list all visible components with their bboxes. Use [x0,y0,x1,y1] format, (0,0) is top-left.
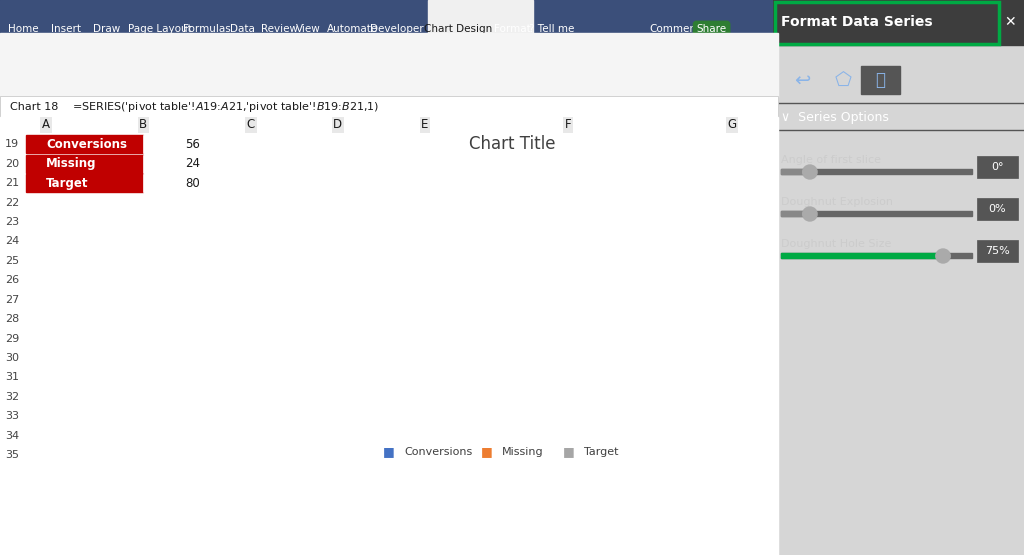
Text: ⬠: ⬠ [835,70,852,89]
Text: View: View [296,24,321,34]
Bar [781,253,972,258]
Text: Page Layout: Page Layout [128,24,193,34]
Bar [0,0,778,97]
Text: Target: Target [46,176,89,190]
Text: Missing: Missing [46,157,96,170]
Text: 32: 32 [5,392,19,402]
Text: 24: 24 [184,157,200,170]
Text: Review: Review [261,24,298,34]
Bar [781,169,972,174]
Text: 26: 26 [5,275,19,285]
Bar [781,253,943,258]
Text: C: C [247,118,255,132]
Text: 21: 21 [5,178,19,188]
Text: ✕: ✕ [1004,15,1016,29]
Text: 80: 80 [185,176,200,190]
Text: F: F [565,118,571,132]
Text: Draw: Draw [93,24,121,34]
Text: Doughnut Explosion: Doughnut Explosion [781,197,893,207]
Text: 19: 19 [5,139,19,149]
Circle shape [456,325,466,335]
Bar [781,211,810,216]
Text: 29: 29 [5,334,19,344]
Bar [781,169,810,174]
Text: Insert: Insert [50,24,81,34]
Text: Conversions: Conversions [404,447,473,457]
Bar [781,211,972,216]
Text: Conversions: Conversions [46,138,127,151]
Text: ■: ■ [480,445,493,458]
Text: 23: 23 [5,217,19,227]
Text: 24: 24 [5,236,19,246]
Text: Format: Format [495,24,530,34]
Text: B: B [139,118,147,132]
Text: Chart Design: Chart Design [424,24,493,34]
Text: ∨  Series Options: ∨ Series Options [781,112,889,124]
Text: ↩: ↩ [794,70,810,89]
Circle shape [803,207,817,221]
Text: 20: 20 [5,159,19,169]
Text: Home: Home [8,24,39,34]
Text: Missing: Missing [502,447,544,457]
Text: Format Data Series: Format Data Series [781,15,933,29]
Text: Data: Data [229,24,254,34]
Bar [773,0,1024,45]
Text: Automate: Automate [327,24,378,34]
Text: Target: Target [584,447,618,457]
Bar [977,156,1018,178]
Bar [860,66,900,94]
Circle shape [803,165,817,179]
Text: Angle of first slice: Angle of first slice [781,155,882,165]
Wedge shape [353,161,492,438]
Text: A: A [42,118,50,132]
Text: Chart 18: Chart 18 [10,102,58,112]
Bar [977,240,1018,262]
Bar [775,2,999,44]
Text: ■: ■ [562,445,574,458]
Circle shape [936,249,950,263]
Text: =SERIES('pivot table'!$A$19:$A$21,'pivot table'!$B$19:$B$21,1): =SERIES('pivot table'!$A$19:$A$21,'pivot… [72,99,379,114]
Bar [977,198,1018,220]
Text: 34: 34 [5,431,19,441]
Text: 28: 28 [5,314,19,324]
Text: Doughnut Hole Size: Doughnut Hole Size [781,239,892,249]
Wedge shape [492,361,604,438]
Text: Chart Title: Chart Title [469,135,555,153]
Text: 0°: 0° [991,162,1004,172]
Bar [428,0,534,36]
Text: 35: 35 [5,450,19,460]
Text: 75%: 75% [985,246,1010,256]
Text: Share: Share [696,24,727,34]
Bar [0,0,778,36]
Text: ? Tell me: ? Tell me [529,24,574,34]
Wedge shape [492,161,630,381]
Text: Developer: Developer [370,24,423,34]
Text: 33: 33 [5,411,19,421]
Text: 27: 27 [5,295,19,305]
Text: 56: 56 [184,138,200,151]
Text: G: G [728,118,736,132]
Text: 22: 22 [5,198,19,208]
Text: E: E [421,118,429,132]
Text: Formulas: Formulas [183,24,230,34]
Text: D: D [334,118,342,132]
Text: 📊: 📊 [876,71,885,89]
Text: 0%: 0% [988,204,1006,214]
Text: ■: ■ [383,445,395,458]
Text: 30: 30 [5,353,19,363]
Text: Click: Click [323,315,404,345]
Text: 25: 25 [5,256,19,266]
Text: Comments: Comments [650,24,707,34]
Text: 31: 31 [5,372,19,382]
